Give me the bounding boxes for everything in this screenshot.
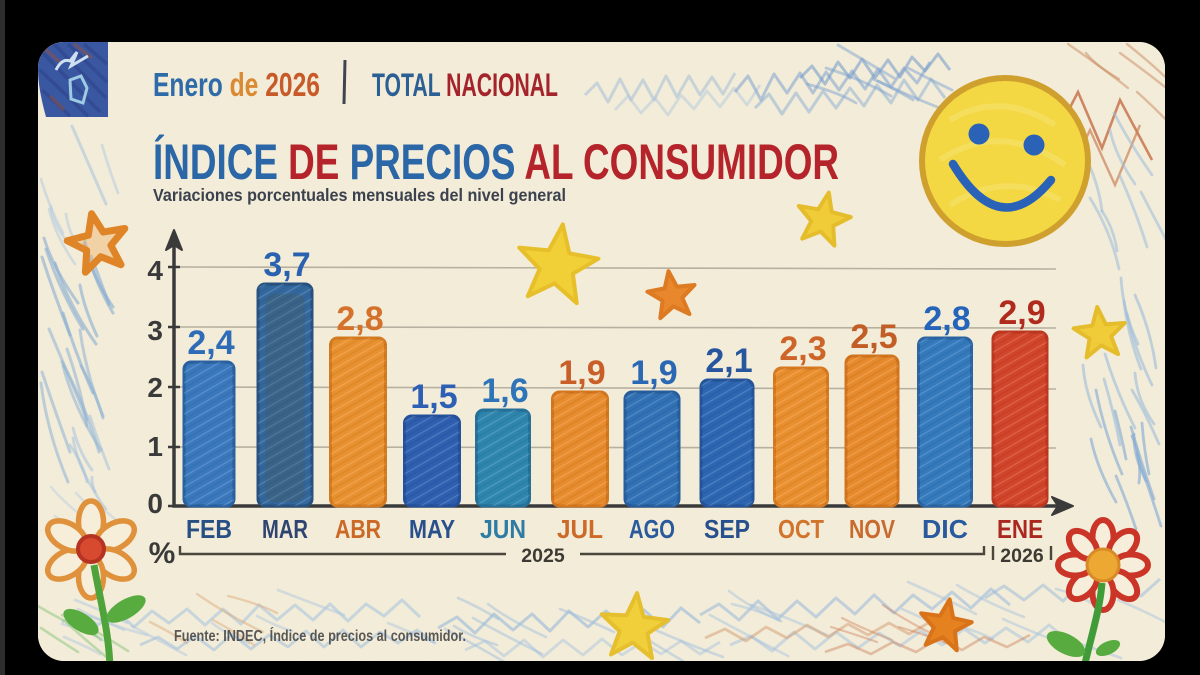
svg-text:3: 3 [147,315,163,346]
svg-text:ÍNDICE DE PRECIOS AL CONSUMIDO: ÍNDICE DE PRECIOS AL CONSUMIDOR [153,134,839,190]
svg-text:2: 2 [147,372,163,403]
svg-text:4: 4 [147,255,163,286]
svg-text:JUN: JUN [480,514,526,544]
svg-text:NOV: NOV [849,514,896,544]
svg-text:2,5: 2,5 [850,318,897,356]
svg-text:2025: 2025 [521,545,565,567]
svg-text:Variaciones porcentuales mensu: Variaciones porcentuales mensuales del n… [153,185,566,205]
svg-text:2,8: 2,8 [336,300,383,338]
svg-text:1,9: 1,9 [558,354,605,392]
svg-text:2,9: 2,9 [998,294,1045,332]
svg-text:JUL: JUL [557,514,603,544]
svg-text:ENE: ENE [997,514,1043,544]
svg-text:1,6: 1,6 [481,372,528,410]
svg-text:SEP: SEP [704,514,750,544]
svg-text:AGO: AGO [629,514,675,544]
svg-text:1,5: 1,5 [410,378,457,416]
svg-text:2,3: 2,3 [779,330,826,368]
svg-text:2,8: 2,8 [923,300,970,338]
svg-text:3,7: 3,7 [263,246,310,284]
svg-text:DIC: DIC [922,514,968,544]
svg-text:0: 0 [147,488,163,519]
svg-text:%: % [149,537,176,570]
svg-text:ABR: ABR [335,514,381,544]
svg-text:2,4: 2,4 [187,324,234,362]
svg-text:MAR: MAR [262,514,308,544]
svg-text:1,9: 1,9 [630,354,677,392]
svg-text:2026: 2026 [1000,545,1044,567]
svg-text:1: 1 [147,431,163,462]
svg-text:MAY: MAY [409,514,455,544]
svg-text:Fuente: INDEC, Índice de preci: Fuente: INDEC, Índice de precios al cons… [174,626,466,645]
svg-text:TOTAL NACIONAL: TOTAL NACIONAL [372,67,558,103]
svg-text:FEB: FEB [186,514,232,544]
svg-text:OCT: OCT [778,514,824,544]
svg-text:Enero de 2026: Enero de 2026 [153,66,320,103]
svg-text:2,1: 2,1 [705,342,752,380]
